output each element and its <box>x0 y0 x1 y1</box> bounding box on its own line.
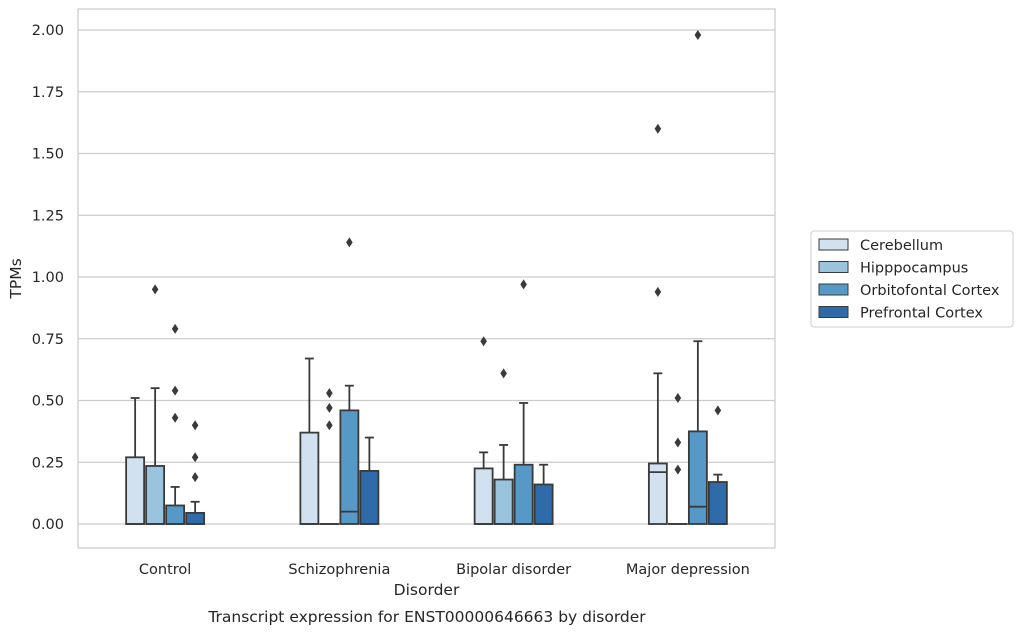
y-tick-label: 1.50 <box>32 147 64 163</box>
outlier-point <box>326 420 333 431</box>
box-body <box>513 463 534 525</box>
y-tick-label: 2.00 <box>32 23 64 39</box>
outlier-point <box>694 29 702 40</box>
box-body <box>299 431 320 525</box>
outlier-point <box>326 402 333 413</box>
plot-frame <box>77 8 776 549</box>
box-orbitofontal-cortex-1 <box>339 237 360 525</box>
y-tick-label: 0.50 <box>32 394 64 410</box>
box-cerebellum-0 <box>125 397 146 525</box>
x-tick-label: Control <box>139 562 191 578</box>
outlier-point <box>480 336 487 347</box>
y-tick-label: 1.25 <box>32 208 64 224</box>
outlier-point <box>326 388 333 399</box>
legend-label: Hipppocampus <box>860 261 968 277</box>
box-orbitofontal-cortex-3 <box>687 29 708 525</box>
legend-label: Cerebellum <box>860 238 943 254</box>
x-tick-label: Major depression <box>626 562 750 578</box>
outlier-point <box>674 464 682 475</box>
grid-lines <box>78 29 775 525</box>
x-tick-label: Bipolar disorder <box>456 562 571 578</box>
box-body <box>493 478 514 525</box>
chart-caption: Transcript expression for ENST0000064666… <box>207 608 646 626</box>
outlier-point <box>346 237 353 248</box>
box-prefrontal-cortex-0 <box>185 420 206 525</box>
outlier-point <box>714 405 722 416</box>
outlier-point <box>654 123 662 134</box>
outlier-point <box>674 437 682 448</box>
y-axis-ticks: 0.00 0.25 0.50 0.75 1.00 1.25 1.50 1.75 2.00 <box>32 23 64 533</box>
y-tick-label: 0.00 <box>32 517 64 533</box>
legend-swatch <box>818 238 849 251</box>
box-body <box>125 456 146 525</box>
box-cerebellum-1 <box>299 357 320 525</box>
y-tick-label: 0.75 <box>32 332 64 348</box>
outlier-point <box>171 412 179 423</box>
legend-swatch <box>818 306 849 318</box>
plot-boxes <box>125 29 728 525</box>
outlier-point <box>191 452 199 463</box>
outlier-point <box>654 286 662 297</box>
x-tick-label: Schizophrenia <box>288 562 390 578</box>
outlier-point <box>500 368 507 379</box>
outlier-point <box>191 472 199 483</box>
legend-label: Prefrontal Cortex <box>860 306 983 322</box>
box-body <box>339 409 360 525</box>
x-axis-title: Disorder <box>394 581 460 599</box>
box-body <box>647 462 668 525</box>
legend-swatch <box>818 283 849 296</box>
x-axis-ticks: Control Schizophrenia Bipolar disorder Majo… <box>139 562 750 578</box>
box-prefrontal-cortex-3 <box>707 405 728 525</box>
legend-frame <box>810 230 1014 328</box>
box-body <box>533 483 554 525</box>
box-orbitofontal-cortex-0 <box>165 323 186 525</box>
outlier-point <box>520 279 527 290</box>
box-cerebellum-3 <box>647 123 668 525</box>
box-orbitofontal-cortex-2 <box>513 279 534 525</box>
legend: Cerebellum Hipppocampus Orbitofontal Corte… <box>810 230 1014 328</box>
box-body <box>145 465 166 525</box>
box-cerebellum-2 <box>473 336 494 525</box>
box-hipppocampus-0 <box>145 284 166 525</box>
legend-swatch <box>818 261 849 273</box>
box-body <box>165 504 186 525</box>
y-tick-label: 1.75 <box>32 85 64 101</box>
outlier-point <box>171 323 179 334</box>
box-prefrontal-cortex-1 <box>359 436 380 525</box>
box-hipppocampus-2 <box>493 368 514 525</box>
y-tick-label: 1.00 <box>32 270 64 286</box>
box-body <box>185 511 206 525</box>
box-body <box>707 481 728 525</box>
outlier-point <box>151 284 159 295</box>
outlier-point <box>191 420 199 431</box>
outlier-point <box>171 385 179 396</box>
y-tick-label: 0.25 <box>32 455 64 471</box>
y-axis-title: TPMs <box>7 258 25 299</box>
box-prefrontal-cortex-2 <box>533 463 554 525</box>
box-hipppocampus-3 <box>667 393 688 525</box>
box-body <box>687 430 708 525</box>
box-body <box>473 467 494 525</box>
box-hipppocampus-1 <box>319 388 340 525</box>
outlier-point <box>674 393 682 404</box>
box-body <box>359 469 380 525</box>
legend-label: Orbitofontal Cortex <box>860 283 1000 299</box>
